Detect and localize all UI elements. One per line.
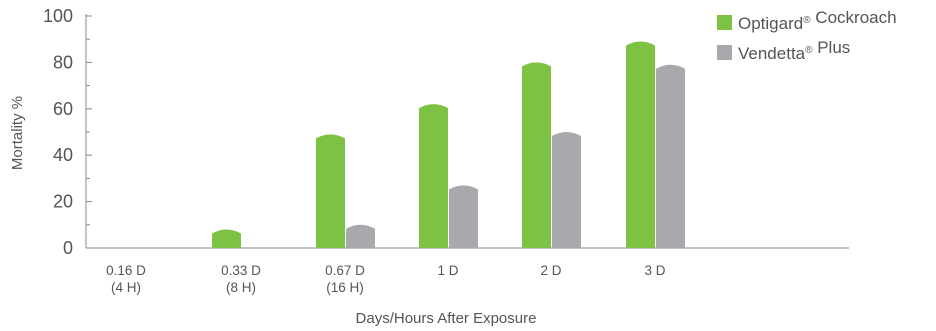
legend: Optigard® Cockroach Vendetta® Plus <box>717 8 897 63</box>
y-tick-label: 80 <box>53 52 73 72</box>
x-tick-label: 3 D <box>644 263 665 278</box>
x-tick-label: 0.16 D (4 H) <box>106 263 146 295</box>
legend-label: Vendetta® Plus <box>738 38 850 63</box>
y-tick-label: 0 <box>63 238 73 258</box>
bar <box>656 64 685 248</box>
x-axis: 0.16 D (4 H) 0.33 D (8 H) 0.67 D (16 H) 1 D 2 D… <box>86 247 849 295</box>
y-axis: 0 20 40 60 80 100 <box>43 6 92 258</box>
bar <box>346 224 375 248</box>
y-tick-label: 40 <box>53 145 73 165</box>
x-tick-label: 0.33 D (8 H) <box>221 263 261 295</box>
bar <box>626 41 655 248</box>
x-axis-label: Days/Hours After Exposure <box>356 310 537 327</box>
x-tick-label: 1 D <box>437 263 458 278</box>
legend-label: Optigard® Cockroach <box>738 8 897 33</box>
y-tick-label: 60 <box>53 99 73 119</box>
legend-swatch <box>717 15 732 30</box>
y-axis-label: Mortality % <box>9 96 26 170</box>
bar <box>316 134 345 248</box>
bars <box>212 41 685 249</box>
x-tick-label: 0.67 D (16 H) <box>325 263 365 295</box>
y-tick-label: 20 <box>53 192 73 212</box>
bar <box>212 229 241 248</box>
legend-swatch <box>717 45 732 60</box>
x-tick-label: 2 D <box>540 263 561 278</box>
bar <box>449 185 478 248</box>
bar <box>552 132 581 248</box>
bar <box>522 62 551 249</box>
bar <box>419 104 448 248</box>
y-tick-label: 100 <box>43 6 73 26</box>
